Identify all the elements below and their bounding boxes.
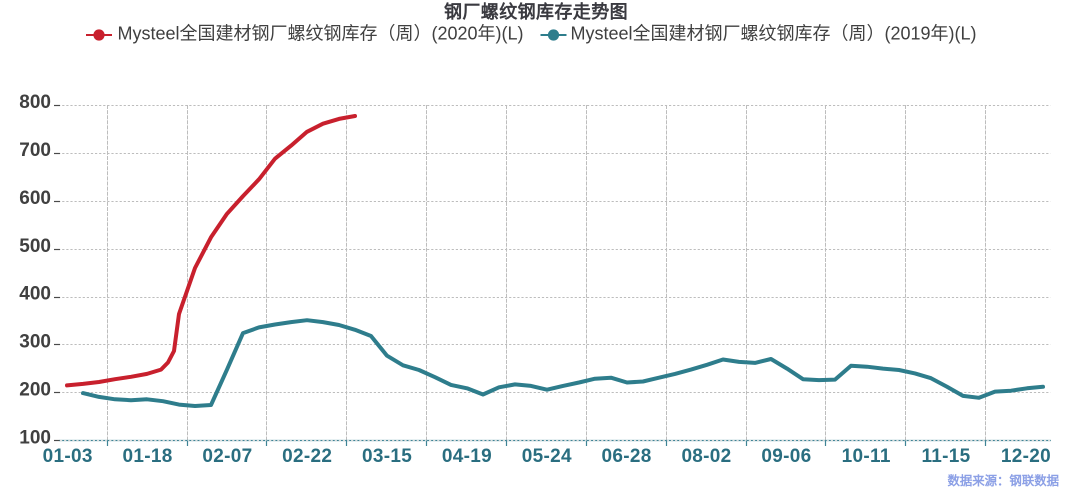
svg-text:09-06: 09-06 [761,446,811,467]
svg-text:01-03: 01-03 [43,446,93,467]
svg-text:200: 200 [19,380,51,401]
svg-text:12-20: 12-20 [1001,446,1051,467]
svg-text:01-18: 01-18 [123,446,173,467]
svg-text:03-15: 03-15 [362,446,412,467]
svg-text:02-07: 02-07 [202,446,252,467]
svg-text:数据来源：钢联数据: 数据来源：钢联数据 [947,473,1059,488]
svg-text:钢厂螺纹钢库存走势图: 钢厂螺纹钢库存走势图 [444,1,628,22]
svg-text:06-28: 06-28 [602,446,652,467]
svg-text:400: 400 [19,284,51,305]
svg-text:800: 800 [19,92,51,113]
svg-text:10-11: 10-11 [842,446,891,467]
svg-text:08-02: 08-02 [681,446,731,467]
svg-text:Mysteel全国建材钢厂螺纹钢库存（周）(2019年)(L: Mysteel全国建材钢厂螺纹钢库存（周）(2019年)(L) [571,24,977,44]
svg-text:02-22: 02-22 [282,446,332,467]
svg-text:500: 500 [19,236,51,257]
svg-text:700: 700 [19,140,51,161]
svg-text:Mysteel全国建材钢厂螺纹钢库存（周）(2020年)(L: Mysteel全国建材钢厂螺纹钢库存（周）(2020年)(L) [118,24,524,44]
svg-text:300: 300 [19,332,51,353]
svg-text:05-24: 05-24 [522,446,572,467]
svg-text:100: 100 [19,428,51,449]
svg-text:11-15: 11-15 [921,446,970,467]
svg-text:04-19: 04-19 [442,446,492,467]
svg-text:600: 600 [19,188,51,209]
